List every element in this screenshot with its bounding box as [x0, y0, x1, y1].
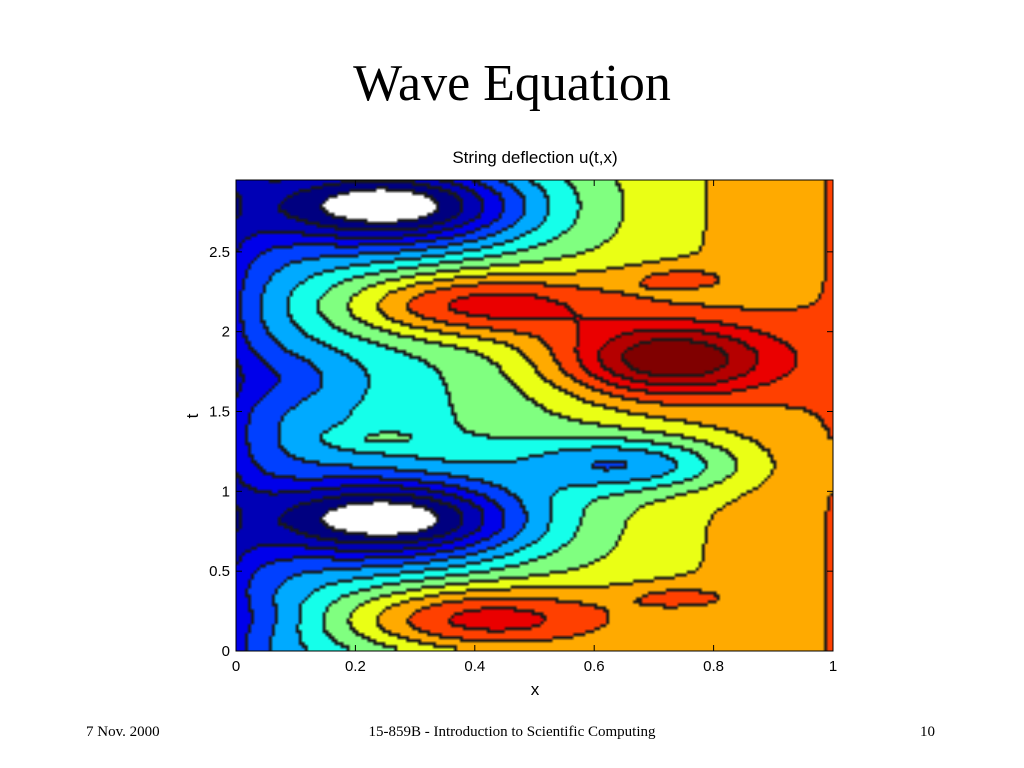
x-tick-label: 1 — [829, 658, 837, 675]
y-tick-label: 2.5 — [209, 244, 230, 261]
y-axis: 0 0.5 1 1.5 2 2.5 — [209, 244, 833, 660]
contour-field — [236, 180, 833, 651]
y-tick-label: 0.5 — [209, 563, 230, 580]
x-tick-label: 0.4 — [464, 658, 485, 675]
x-tick-label: 0.8 — [703, 658, 724, 675]
footer-date: 7 Nov. 2000 — [86, 724, 160, 740]
y-tick-label: 1.5 — [209, 404, 230, 421]
y-tick-label: 1 — [222, 483, 230, 500]
y-tick-label: 2 — [222, 324, 230, 341]
footer-page-number: 10 — [920, 724, 935, 740]
x-axis: 0 0.2 0.4 0.6 0.8 1 — [232, 180, 837, 675]
footer-course: 15-859B - Introduction to Scientific Com… — [368, 724, 656, 740]
y-axis-label: t — [183, 413, 202, 418]
chart-title: String deflection u(t,x) — [452, 148, 617, 167]
x-tick-label: 0.6 — [584, 658, 605, 675]
y-tick-label: 0 — [222, 643, 230, 660]
plot-area — [235, 179, 834, 652]
x-tick-label: 0.2 — [345, 658, 366, 675]
slide-title: Wave Equation — [353, 55, 671, 112]
x-tick-label: 0 — [232, 658, 240, 675]
x-axis-label: x — [531, 680, 540, 699]
plot-frame — [235, 179, 834, 652]
